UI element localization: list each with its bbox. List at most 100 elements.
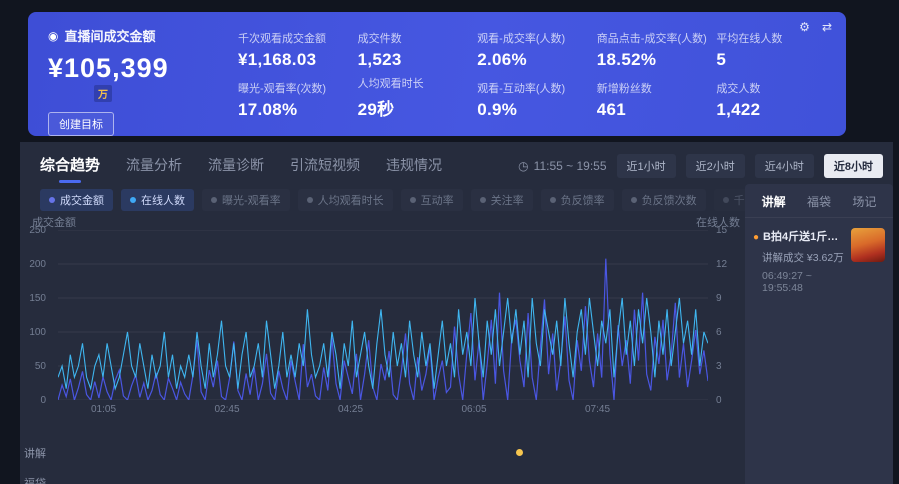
- right-axis-tick: 3: [716, 361, 722, 372]
- metric-label: 商品点击-成交率(人数): [596, 33, 707, 45]
- chip-online-users[interactable]: 在线人数: [121, 189, 194, 211]
- range-1h-button[interactable]: 近1小时: [616, 154, 676, 178]
- x-axis-tick: 07:45: [584, 404, 611, 415]
- swap-icon[interactable]: ⇄: [821, 20, 832, 34]
- status-dot: ●: [753, 232, 760, 243]
- metric-label: 曝光-观看率(次数): [238, 83, 326, 95]
- series-成交金额: [58, 258, 708, 400]
- create-goal-button[interactable]: 创建目标: [48, 112, 114, 136]
- tab-bar: 综合趋势 流量分析 流量诊断 引流短视频 违规情况: [40, 154, 442, 175]
- metric-label: 平均在线人数: [716, 33, 783, 45]
- series-dot-icon: [409, 197, 416, 203]
- series-dot-icon: [630, 197, 637, 203]
- chip-gmv[interactable]: 成交金额: [40, 189, 113, 211]
- metric-label: 新增粉丝数: [596, 83, 652, 95]
- gear-icon[interactable]: ⚙: [799, 20, 810, 34]
- range-4h-button[interactable]: 近4小时: [754, 154, 814, 178]
- live-stats-card: ⚙ ⇄ ◉ 直播间成交金额 ¥105,399 万 创建目标 千次观看成交金额 ¥…: [28, 12, 846, 136]
- explain-track-strip: [58, 442, 708, 462]
- time-controls: ◷ 11:55 ~ 19:55 近1小时 近2小时 近4小时 近8小时: [518, 154, 883, 178]
- chip-avg-watch-time[interactable]: 人均观看时长: [297, 189, 393, 211]
- metric-label: 千次观看成交金额: [238, 33, 326, 45]
- chip-follow-rate[interactable]: 关注率: [470, 189, 533, 211]
- explain-time-range: 06:49:27 ~ 19:55:48: [762, 270, 812, 294]
- trend-panel: 综合趋势 流量分析 流量诊断 引流短视频 违规情况 ◷ 11:55 ~ 19:5…: [20, 142, 893, 484]
- metric-column: 千次观看成交金额 ¥1,168.03 曝光-观看率(次数) 17.08%: [230, 26, 350, 124]
- product-title: B拍4斤送1斤共35-4...: [763, 231, 845, 243]
- right-axis-tick: 15: [716, 225, 728, 236]
- metric-value: 461: [596, 100, 627, 119]
- main-metric-block: ◉ 直播间成交金额 ¥105,399 万 创建目标: [48, 26, 230, 136]
- x-axis-tick: 02:45: [214, 404, 240, 415]
- metric-label: 观看-互动率(人数): [477, 83, 566, 95]
- x-axis-tick: 01:05: [90, 404, 117, 415]
- right-axis-tick: 12: [716, 259, 728, 270]
- unit-badge: 万: [94, 85, 112, 102]
- chip-negative-feedback-rate[interactable]: 负反馈率: [540, 189, 614, 211]
- x-axis-tick: 06:05: [461, 404, 487, 415]
- left-axis-tick: 150: [29, 293, 46, 304]
- time-range-text: 11:55 ~ 19:55: [533, 159, 607, 173]
- luckybag-track: 福袋: [20, 472, 740, 484]
- tab-traffic-diagnosis[interactable]: 流量诊断: [208, 157, 265, 173]
- target-icon: ◉: [48, 28, 59, 43]
- explain-panel: 讲解 福袋 场记 ● B拍4斤送1斤共35-4... 讲解成交 ¥3.62万 0…: [745, 184, 893, 484]
- metric-label: 人均观看时长: [357, 78, 424, 90]
- metric-column: 平均在线人数 5 成交人数 1,422: [708, 26, 828, 124]
- series-dot-icon: [722, 197, 729, 203]
- explain-marker-dot[interactable]: [516, 449, 524, 456]
- tab-violations[interactable]: 违规情况: [386, 157, 443, 173]
- trend-chart[interactable]: [58, 230, 708, 400]
- left-axis-tick: 100: [29, 327, 46, 338]
- explain-track-label: 讲解: [24, 448, 46, 460]
- metric-value: 1,523: [357, 50, 402, 69]
- panel-tab-explain[interactable]: 讲解: [761, 195, 786, 209]
- panel-tab-luckybag[interactable]: 福袋: [806, 195, 831, 209]
- metric-column: 成交件数 1,523 人均观看时长 29秒: [350, 26, 470, 124]
- metric-value: 2.06%: [477, 50, 527, 69]
- series-dot-icon: [211, 197, 217, 203]
- tab-short-video[interactable]: 引流短视频: [290, 157, 361, 173]
- metric-value: 29秒: [357, 100, 395, 119]
- right-axis-tick: 9: [716, 293, 722, 304]
- main-metric-value: ¥105,399: [48, 53, 169, 83]
- left-axis-tick: 50: [34, 361, 46, 372]
- metric-value: ¥1,168.03: [238, 50, 317, 69]
- series-在线人数: [58, 297, 708, 391]
- left-axis-tick: 200: [29, 259, 46, 270]
- explain-gmv: 讲解成交 ¥3.62万: [762, 252, 844, 264]
- product-thumbnail: [851, 228, 885, 262]
- clock-icon: ◷: [518, 159, 529, 173]
- x-axis-tick: 04:25: [337, 404, 364, 415]
- range-8h-button[interactable]: 近8小时: [823, 154, 883, 178]
- metric-label: 成交人数: [716, 83, 761, 95]
- metric-value: 5: [716, 50, 727, 69]
- trend-chart-svg: [58, 230, 708, 400]
- metric-label: 观看-成交率(人数): [477, 33, 566, 45]
- tab-overall-trend[interactable]: 综合趋势: [40, 154, 100, 175]
- right-axis-title: 在线人数: [696, 217, 740, 229]
- panel-tab-log[interactable]: 场记: [852, 195, 877, 209]
- metric-column: 观看-成交率(人数) 2.06% 观看-互动率(人数) 0.9%: [469, 26, 589, 124]
- right-axis-tick: 6: [716, 327, 722, 338]
- explain-panel-tabs: 讲解 福袋 场记: [745, 184, 893, 218]
- chip-exposure-view-rate[interactable]: 曝光-观看率: [202, 189, 290, 211]
- series-dot-icon: [306, 197, 313, 203]
- explain-list-item[interactable]: ● B拍4斤送1斤共35-4... 讲解成交 ¥3.62万 06:49:27 ~…: [745, 218, 893, 294]
- luckybag-track-strip: [58, 472, 708, 484]
- metric-value: 17.08%: [238, 100, 298, 119]
- chip-negative-feedback-count[interactable]: 负反馈次数: [621, 189, 706, 211]
- metric-column: 商品点击-成交率(人数) 18.52% 新增粉丝数 461: [589, 26, 709, 124]
- range-2h-button[interactable]: 近2小时: [685, 154, 745, 178]
- tab-traffic-analysis[interactable]: 流量分析: [126, 157, 183, 173]
- x-axis-ticks: 01:05 02:45 04:25 06:05 07:45: [58, 404, 708, 418]
- series-dot-icon: [49, 197, 55, 203]
- series-dot-icon: [130, 197, 136, 203]
- metric-label: 成交件数: [357, 33, 402, 45]
- metric-value: 0.9%: [477, 100, 518, 119]
- left-axis-title: 成交金额: [32, 217, 76, 229]
- main-metric-label: 直播间成交金额: [64, 29, 156, 44]
- metric-value: 1,422: [716, 100, 761, 119]
- right-axis-ticks: 15 12 9 6 3 0: [716, 225, 746, 406]
- chip-interaction-rate[interactable]: 互动率: [400, 189, 463, 211]
